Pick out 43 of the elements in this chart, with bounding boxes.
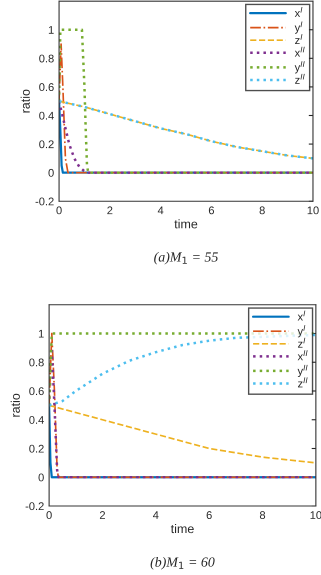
legend-label: x$^{I}$ (294, 6, 302, 17)
x-axis-title: time (170, 524, 194, 534)
y-tick-label: 0.2 (39, 140, 54, 148)
x-tick-label: 8 (260, 511, 266, 520)
y-tick-label: 0.4 (39, 112, 54, 120)
line-series (49, 404, 316, 464)
x-tick-label: 4 (158, 206, 164, 214)
y-axis-title: ratio (20, 90, 30, 113)
legend-label: z$^{I}$ (295, 34, 302, 44)
y-axis-title: ratio (10, 394, 20, 417)
text: (a)M$_{1}$ = 55 (154, 252, 218, 264)
x-tick-label: 2 (100, 511, 105, 519)
legend-label: y$^{I}$ (298, 325, 306, 338)
y-tick-label: 0.6 (29, 387, 44, 396)
y-tick-label: -0.2 (36, 198, 54, 206)
x-tick-label: 6 (208, 206, 214, 214)
x-tick-label: 0 (56, 206, 62, 214)
x-tick-label: 4 (152, 511, 159, 519)
x-axis-title: time (174, 219, 198, 228)
y-tick-label: -0.2 (26, 502, 44, 510)
legend-label: x$^{II}$ (298, 350, 308, 360)
x-tick-label: 8 (260, 206, 265, 214)
x-tick-label: 2 (107, 206, 112, 214)
y-tick-label: 0.4 (29, 416, 44, 424)
legend-label: x$^{I}$ (298, 310, 306, 321)
legend-label: y$^{II}$ (294, 61, 305, 74)
x-tick-label: 6 (206, 511, 212, 520)
text: (b)M$_{1}$ = 60 (150, 556, 215, 570)
y-tick-label: 0.6 (39, 83, 54, 92)
y-tick-label: 0 (38, 474, 44, 482)
legend-label: z$^{II}$ (298, 377, 308, 388)
y-tick-label: 0.8 (39, 54, 54, 62)
y-tick-label: 1 (38, 330, 44, 338)
legend-label: y$^{I}$ (294, 22, 302, 34)
y-tick-label: 0 (48, 168, 54, 177)
legend-label: z$^{II}$ (295, 74, 305, 84)
legend-label: y$^{II}$ (298, 364, 308, 378)
legend-label: x$^{II}$ (294, 46, 305, 57)
y-tick-label: 0.8 (29, 358, 44, 366)
y-tick-label: 1 (48, 26, 54, 34)
y-tick-label: 0.2 (29, 444, 44, 453)
x-tick-label: 10 (308, 206, 319, 214)
legend-label: z$^{I}$ (298, 338, 306, 348)
